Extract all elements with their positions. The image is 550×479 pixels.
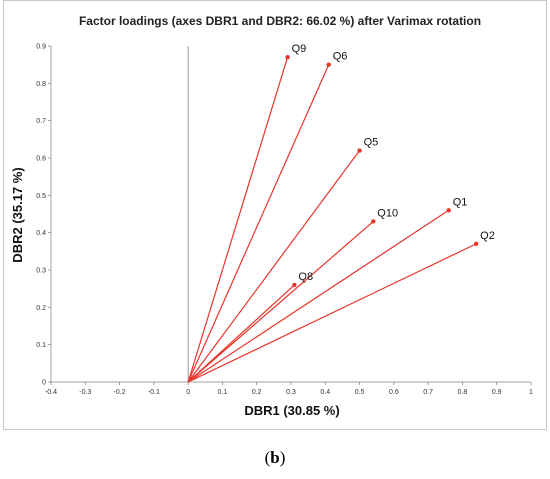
x-tick-label: 0.4 (320, 389, 330, 396)
caption-letter: b (270, 448, 280, 467)
caption-open-paren: ( (264, 448, 271, 467)
point-label-q1: Q1 (453, 196, 468, 208)
tick-labels: -0.4 -0.3 -0.2 -0.1 0 0.1 0.2 0.3 0.4 0.5 0.6 0.7 0.… (36, 44, 533, 397)
loading-point-q5 (357, 148, 362, 153)
loading-vectors (187, 55, 479, 383)
y-tick-label: 0.9 (36, 44, 46, 51)
x-tick-label: 0.7 (423, 389, 433, 396)
loading-vector-q6 (187, 64, 330, 383)
x-tick-label: 1 (529, 389, 533, 396)
x-tick-label: 0.3 (286, 389, 296, 396)
x-tick-label: 0.2 (252, 389, 262, 396)
x-tick-label: 0 (186, 389, 190, 396)
point-labels: Q9 Q6 Q5 Q10 Q1 Q2 Q8 (292, 43, 495, 283)
loading-vector-q9 (187, 57, 289, 383)
point-label-q5: Q5 (364, 137, 379, 149)
x-tick-label: 0.9 (492, 389, 502, 396)
point-label-q8: Q8 (298, 271, 313, 283)
factor-loadings-chart: Factor loadings (axes DBR1 and DBR2: 66.… (10, 14, 533, 418)
loading-vector-q2 (187, 243, 477, 383)
loading-point-q8 (292, 282, 297, 288)
point-label-q9: Q9 (292, 43, 307, 55)
loading-vector-q5 (187, 150, 361, 383)
loading-point-q2 (473, 241, 479, 247)
chart-frame: Factor loadings (axes DBR1 and DBR2: 66.… (3, 0, 547, 430)
chart-title: Factor loadings (axes DBR1 and DBR2: 66.… (79, 14, 481, 28)
y-tick-label: 0.7 (36, 118, 46, 125)
loading-point-q10 (371, 219, 376, 224)
loading-vector-q8 (187, 284, 295, 383)
y-tick-label: 0.1 (36, 342, 46, 349)
y-tick-label: 0.5 (36, 193, 46, 200)
caption-close-paren: ) (279, 448, 286, 467)
loading-vector-q10 (187, 221, 374, 383)
x-axis-label: DBR1 (30.85 %) (244, 403, 339, 418)
axes (50, 46, 531, 383)
y-tick-label: 0.2 (36, 305, 46, 312)
x-tick-label: 0.5 (355, 389, 365, 396)
y-tick-label: 0 (42, 380, 46, 387)
x-tick-label: 0.1 (218, 389, 228, 396)
y-tick-label: 0.4 (36, 230, 46, 237)
loading-point-q6 (326, 62, 331, 67)
x-tick-label: -0.1 (148, 389, 160, 396)
point-label-q10: Q10 (377, 207, 398, 219)
y-tick-label: 0.3 (36, 268, 46, 275)
y-tick-label: 0.6 (36, 156, 46, 163)
point-label-q6: Q6 (333, 51, 348, 63)
x-tick-label: 0.6 (389, 389, 399, 396)
point-label-q2: Q2 (480, 230, 495, 242)
x-tick-label: -0.2 (114, 389, 126, 396)
loading-point-q1 (446, 208, 451, 213)
y-axis-label: DBR2 (35.17 %) (10, 167, 25, 262)
x-tick-label: 0.8 (458, 389, 468, 396)
figure-caption: (b) (0, 448, 550, 468)
loading-point-q9 (285, 55, 290, 60)
x-tick-label: -0.4 (45, 389, 57, 396)
y-tick-label: 0.8 (36, 81, 46, 88)
loading-vector-q1 (187, 209, 450, 383)
x-tick-label: -0.3 (79, 389, 91, 396)
